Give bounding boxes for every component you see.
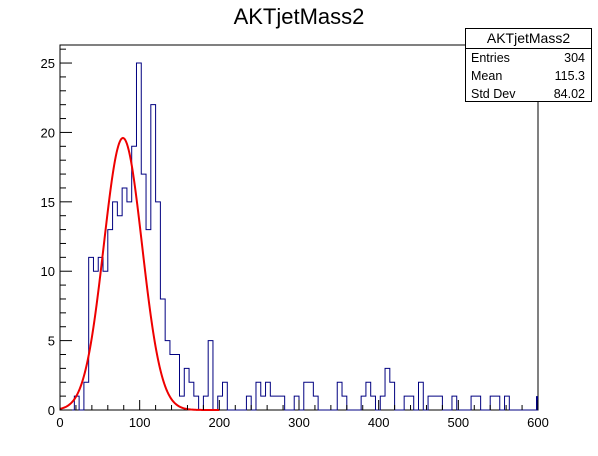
y-tick-label: 5 <box>48 334 55 349</box>
histogram-bin <box>505 396 510 410</box>
histogram-bin <box>495 396 500 410</box>
histogram-bin <box>275 396 280 410</box>
histogram-bin <box>309 382 314 410</box>
histogram-bin <box>175 354 180 410</box>
histogram-bin <box>189 382 194 410</box>
histogram-bin <box>404 396 409 410</box>
fit-curve <box>59 136 220 411</box>
histogram-bin <box>165 341 170 410</box>
y-axis: 0 5 10 15 20 25 <box>41 48 72 418</box>
histogram-bin <box>490 396 495 410</box>
stats-mean-value: 115.3 <box>554 69 585 83</box>
stats-mean-row: Mean 115.3 <box>466 67 591 85</box>
histogram-bin <box>84 382 89 410</box>
histogram-bin <box>122 188 127 410</box>
histogram-bin <box>419 382 424 410</box>
y-tick-label: 20 <box>41 125 55 140</box>
histogram-bin <box>208 341 213 410</box>
histogram-bin <box>342 396 347 410</box>
stats-entries-row: Entries 304 <box>466 49 591 67</box>
histogram-bin <box>146 230 151 410</box>
histogram-bin <box>156 202 161 410</box>
histogram-bin <box>246 396 251 410</box>
histogram-bin <box>452 396 457 410</box>
x-tick-label: 600 <box>527 415 549 430</box>
x-tick-label: 200 <box>208 415 230 430</box>
x-tick-label: 300 <box>288 415 310 430</box>
chart-title: AKTjetMass2 <box>233 4 365 29</box>
x-tick-label: 100 <box>129 415 151 430</box>
stats-box: AKTjetMass2 Entries 304 Mean 115.3 Std D… <box>465 28 592 102</box>
histogram-bin <box>194 396 199 410</box>
histogram-bin <box>313 396 318 410</box>
y-tick-label: 25 <box>41 56 55 71</box>
histogram-bin <box>160 299 165 410</box>
histogram-bin <box>385 368 390 410</box>
histogram-bin <box>223 382 228 410</box>
histogram-bin <box>361 396 366 410</box>
histogram-bin <box>294 396 299 410</box>
x-tick-label: 400 <box>368 415 390 430</box>
histogram-series <box>60 62 538 411</box>
histogram-bin <box>151 105 156 410</box>
y-tick-label: 0 <box>48 403 55 418</box>
x-tick-label: 0 <box>56 415 63 430</box>
histogram-bin <box>337 382 342 410</box>
histogram-bin <box>103 271 108 410</box>
x-tick-label: 500 <box>447 415 469 430</box>
histogram-bin <box>471 396 476 410</box>
histogram-bin <box>366 382 371 410</box>
histogram-bin <box>409 396 414 410</box>
histogram-bin <box>203 396 208 410</box>
histogram-bin <box>184 368 189 410</box>
y-tick-label: 10 <box>41 264 55 279</box>
fit-series <box>59 136 220 411</box>
histogram-bin <box>117 216 122 410</box>
histogram-bin <box>280 396 285 410</box>
x-axis: 0 100 200 300 400 500 600 <box>56 400 549 430</box>
histogram-bin <box>270 396 275 410</box>
stats-mean-label: Mean <box>471 69 503 83</box>
histogram-bin <box>127 202 132 410</box>
histogram-bin <box>476 396 481 410</box>
histogram-bin <box>428 396 433 410</box>
stats-box-title: AKTjetMass2 <box>466 29 591 49</box>
stats-stddev-value: 84.02 <box>553 87 585 101</box>
histogram-bin <box>438 396 443 410</box>
stats-stddev-row: Std Dev 84.02 <box>466 85 591 103</box>
histogram-bin <box>261 396 266 410</box>
stats-stddev-label: Std Dev <box>471 87 516 101</box>
histogram-bin <box>433 396 438 410</box>
histogram-bin <box>380 396 385 410</box>
stats-entries-label: Entries <box>471 51 510 65</box>
y-tick-label: 15 <box>41 195 55 210</box>
histogram-bin <box>218 396 223 410</box>
stats-entries-value: 304 <box>564 51 585 65</box>
histogram-bin <box>113 202 118 410</box>
histogram-bin <box>266 382 271 410</box>
histogram-bin <box>141 174 146 410</box>
histogram-bin <box>108 230 113 410</box>
histogram-bin <box>304 382 309 410</box>
histogram-bin <box>371 396 376 410</box>
histogram-bin <box>390 382 395 410</box>
histogram-bin <box>256 382 261 410</box>
